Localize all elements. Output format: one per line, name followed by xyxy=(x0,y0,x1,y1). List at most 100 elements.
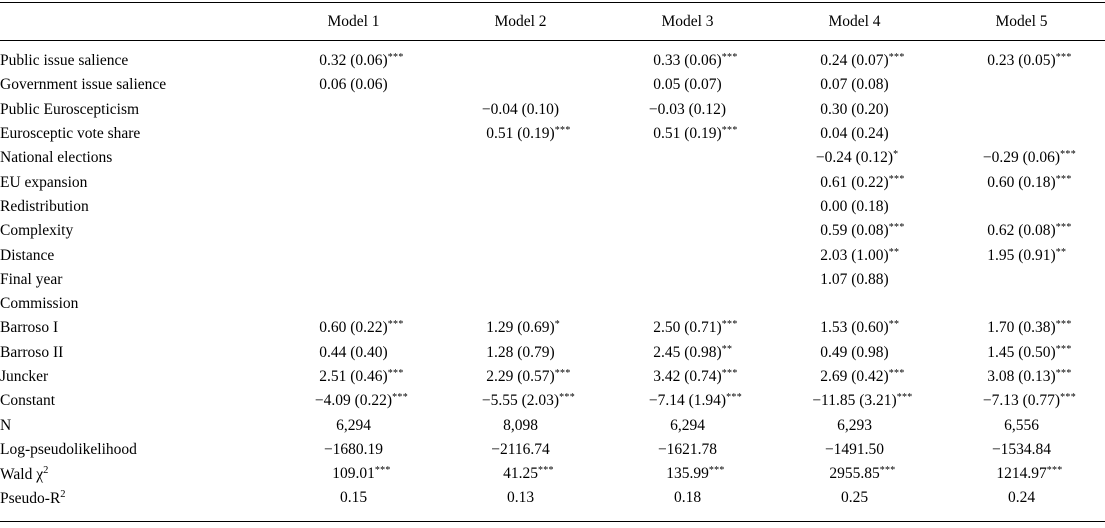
row-label: Public issue salience xyxy=(0,52,129,70)
table-row: Juncker 2.51 (0.46)*** 2.29 (0.57)*** 3.42 … xyxy=(0,365,1105,389)
cell-value: 1.70 (0.38)*** xyxy=(987,319,1072,337)
cell-value: −5.55 (2.03)*** xyxy=(481,392,575,410)
table-row: National elections −0.24 (0.12)* −0.29 (0.… xyxy=(0,146,1105,170)
cell-value: −1534.84 xyxy=(991,440,1052,458)
table-body: Public issue salience 0.32 (0.06)*** 0.33 … xyxy=(0,41,1105,522)
cell-value: 0.25 xyxy=(840,489,869,507)
row-label: Barroso I xyxy=(0,319,59,337)
cell-value: 6,294 xyxy=(670,416,705,434)
cell-value: 0.49 (0.98) xyxy=(820,343,889,361)
cell-value xyxy=(938,122,1105,146)
cell-value: 0.60 (0.18)*** xyxy=(987,173,1072,191)
cell-value: 2955.85*** xyxy=(829,465,896,483)
row-label-column-header xyxy=(0,2,270,41)
table-row: Barroso II 0.44 (0.40) 1.28 (0.79) 2.45 (0.… xyxy=(0,341,1105,365)
cell-value: −1680.19 xyxy=(323,440,384,458)
cell-value xyxy=(437,195,604,219)
cell-value: 0.00 (0.18) xyxy=(820,197,889,215)
cell-value: 0.51 (0.19)*** xyxy=(486,125,571,143)
table-row: Public Euroscepticism −0.04 (0.10) −0.03 (… xyxy=(0,98,1105,122)
cell-value: −2116.74 xyxy=(491,440,550,458)
row-label: Eurosceptic vote share xyxy=(0,125,141,143)
cell-value: 2.03 (1.00)** xyxy=(820,246,900,264)
cell-value: 2.50 (0.71)*** xyxy=(653,319,738,337)
table-row: N 6,294 8,098 6,294 6,293 6,556 xyxy=(0,413,1105,437)
cell-value xyxy=(938,73,1105,97)
cell-value: 6,556 xyxy=(1004,416,1039,434)
cell-value: 1.45 (0.50)*** xyxy=(987,343,1072,361)
table-row: Government issue salience 0.06 (0.06) 0.05… xyxy=(0,73,1105,97)
table-row: EU expansion 0.61 (0.22)*** 0.60 (0.18)*** xyxy=(0,170,1105,194)
table-row: Eurosceptic vote share 0.51 (0.19)*** 0.51… xyxy=(0,122,1105,146)
cell-value: 0.24 (0.07)*** xyxy=(820,52,905,70)
cell-value: 0.59 (0.08)*** xyxy=(820,222,905,240)
cell-value: 0.15 xyxy=(339,489,368,507)
table-row: Redistribution 0.00 (0.18) xyxy=(0,195,1105,219)
table-row: Wald χ2 109.01*** 41.25*** 135.99*** 2955.85… xyxy=(0,462,1105,486)
cell-value: 0.60 (0.22)*** xyxy=(319,319,404,337)
row-label: Commission xyxy=(0,295,79,313)
cell-value: −0.04 (0.10) xyxy=(481,100,560,118)
cell-value: 0.32 (0.06)*** xyxy=(319,52,404,70)
row-label: Log-pseudolikelihood xyxy=(0,440,137,458)
cell-value: 1.95 (0.91)** xyxy=(987,246,1067,264)
row-label: National elections xyxy=(0,149,113,167)
cell-value: 0.05 (0.07) xyxy=(653,76,722,94)
cell-value: 0.62 (0.08)*** xyxy=(987,222,1072,240)
cell-value: 0.06 (0.06) xyxy=(319,76,388,94)
cell-value xyxy=(437,41,604,74)
row-label: Distance xyxy=(0,246,55,264)
row-label: Redistribution xyxy=(0,197,89,215)
table-row: Pseudo-R2 0.15 0.13 0.18 0.25 0.24 xyxy=(0,486,1105,521)
cell-value: −11.85 (3.21)*** xyxy=(812,392,913,410)
table-row: Barroso I 0.60 (0.22)*** 1.29 (0.69)* 2.50 … xyxy=(0,316,1105,340)
cell-value: 0.23 (0.05)*** xyxy=(987,52,1072,70)
cell-value xyxy=(604,146,771,170)
cell-value xyxy=(938,98,1105,122)
cell-value: 1214.97*** xyxy=(996,465,1063,483)
row-label: Juncker xyxy=(0,368,49,385)
cell-value xyxy=(437,219,604,243)
cell-value: 1.28 (0.79) xyxy=(486,343,555,361)
cell-value: 2.45 (0.98)** xyxy=(653,343,733,361)
cell-value: −0.29 (0.06)*** xyxy=(982,149,1076,167)
cell-value: 6,293 xyxy=(837,416,872,434)
cell-value: 0.24 xyxy=(1007,489,1036,507)
table-row: Commission xyxy=(0,292,1105,316)
column-header-model-5: Model 5 xyxy=(938,2,1105,41)
cell-value: 0.44 (0.40) xyxy=(319,343,388,361)
cell-value xyxy=(437,268,604,292)
cell-value xyxy=(604,243,771,267)
cell-value: 1.53 (0.60)** xyxy=(820,319,900,337)
cell-value xyxy=(938,195,1105,219)
cell-value: 109.01*** xyxy=(332,465,391,483)
table-row: Constant −4.09 (0.22)*** −5.55 (2.03)*** −7… xyxy=(0,389,1105,413)
cell-value xyxy=(270,122,437,146)
row-label: Public Euroscepticism xyxy=(0,100,140,118)
row-label: Pseudo-R2 xyxy=(0,488,66,508)
row-label: Final year xyxy=(0,270,63,288)
cell-value: 0.07 (0.08) xyxy=(820,76,889,94)
row-label: EU expansion xyxy=(0,173,88,191)
cell-value: −1491.50 xyxy=(824,440,885,458)
cell-value: −0.03 (0.12) xyxy=(648,100,727,118)
row-label: Government issue salience xyxy=(0,76,167,94)
table-row: Complexity 0.59 (0.08)*** 0.62 (0.08)*** xyxy=(0,219,1105,243)
cell-value xyxy=(270,243,437,267)
cell-value xyxy=(604,170,771,194)
cell-value: 6,294 xyxy=(336,416,371,434)
table-row: Final year 1.07 (0.88) xyxy=(0,268,1105,292)
cell-value xyxy=(604,268,771,292)
cell-value: 0.30 (0.20) xyxy=(820,100,889,118)
cell-value xyxy=(270,292,437,316)
cell-value xyxy=(270,98,437,122)
cell-value: 0.04 (0.24) xyxy=(820,125,889,143)
cell-value xyxy=(938,292,1105,316)
cell-value xyxy=(270,219,437,243)
cell-value xyxy=(270,195,437,219)
table-row: Distance 2.03 (1.00)** 1.95 (0.91)** xyxy=(0,243,1105,267)
cell-value: 3.42 (0.74)*** xyxy=(653,368,738,385)
cell-value: 8,098 xyxy=(503,416,538,434)
